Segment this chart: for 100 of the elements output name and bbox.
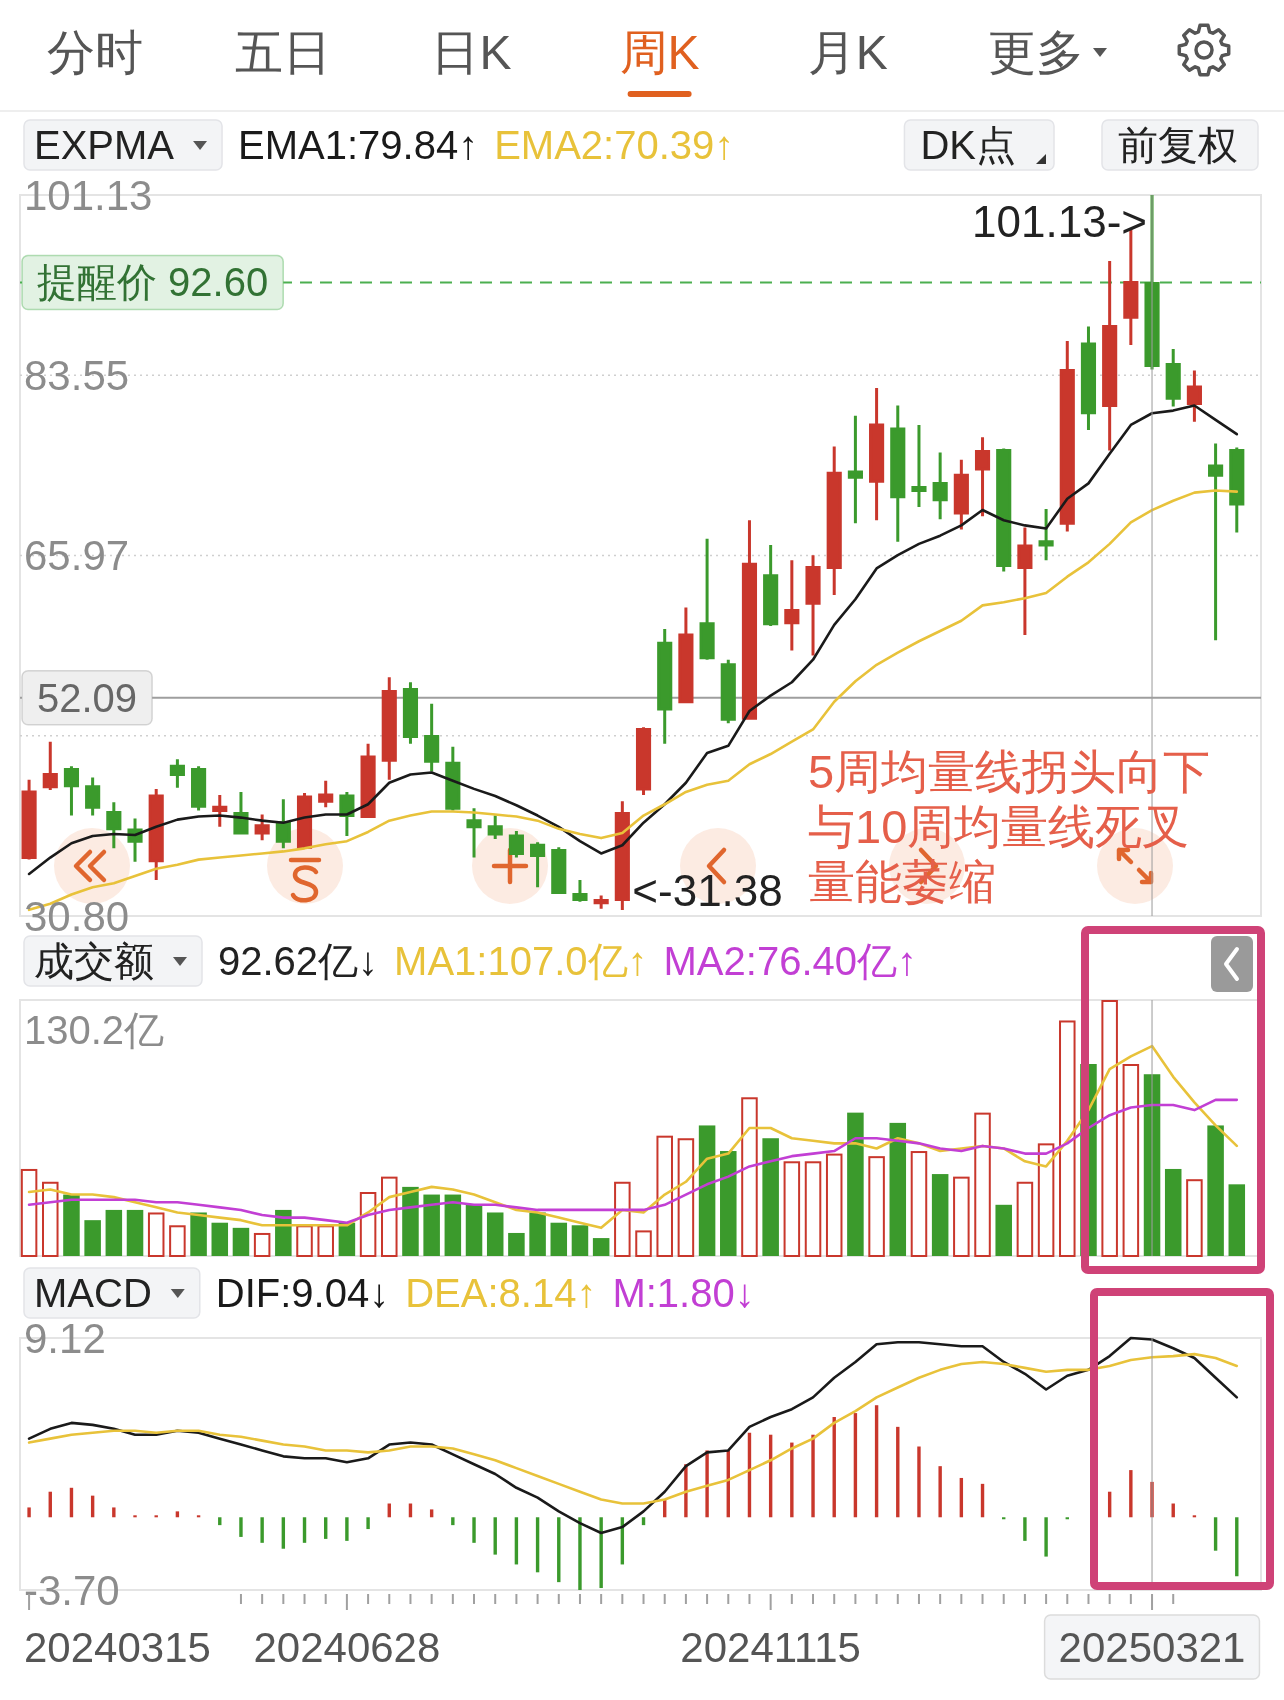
bar [1101, 1000, 1118, 1257]
candlestick [85, 777, 101, 816]
candlestick [296, 792, 313, 849]
candlestick [466, 808, 482, 858]
bar [995, 1204, 1012, 1256]
bar [635, 1230, 652, 1257]
candlestick [1038, 509, 1054, 561]
annotation: <-31.38 [632, 865, 783, 915]
bar [105, 1209, 123, 1256]
bar [741, 1097, 758, 1257]
bar [381, 1176, 398, 1257]
candlestick [1102, 260, 1118, 451]
bar [296, 1225, 313, 1257]
bar [656, 1135, 673, 1257]
candlestick [402, 682, 419, 744]
candlestick [953, 459, 969, 530]
text: EMA1:79.84↑ [238, 123, 479, 167]
bar [20, 1168, 38, 1257]
bar [63, 1194, 80, 1256]
candlestick [551, 847, 567, 894]
text: 分时 [47, 25, 143, 79]
text: 周K [619, 25, 700, 79]
text: DEA:8.14↑ [405, 1271, 597, 1315]
x-tick-label: 20250321 [1058, 1623, 1246, 1671]
candlestick [614, 801, 630, 911]
bar [84, 1220, 101, 1256]
candlestick [847, 415, 863, 524]
bar [571, 1225, 589, 1256]
candlestick [1059, 340, 1075, 532]
bar [1037, 1143, 1055, 1257]
annotation: 130.2亿 [24, 1008, 165, 1052]
candlestick [148, 788, 164, 881]
candlestick [1208, 443, 1224, 641]
candlestick [191, 766, 207, 811]
candlestick [974, 437, 991, 517]
bar [889, 1122, 907, 1256]
candlestick [932, 452, 948, 520]
candlestick [1165, 349, 1181, 407]
candlestick [254, 814, 270, 841]
candlestick [275, 799, 291, 849]
bar [1164, 1168, 1182, 1256]
text: 月K [807, 25, 888, 79]
candlestick [996, 448, 1012, 572]
text: 前复权 [1118, 123, 1238, 167]
bar [614, 1181, 631, 1257]
ref-line-label: 提醒价 92.60 [37, 260, 269, 305]
text: M:1.80↓ [612, 1271, 755, 1315]
candlestick [911, 424, 927, 507]
legend-title: EXPMA [34, 123, 175, 167]
candlestick [424, 703, 440, 772]
candlestick [699, 538, 715, 660]
bar [317, 1225, 334, 1257]
bar [783, 1161, 801, 1257]
text: 日K [431, 25, 512, 79]
bar [953, 1176, 970, 1257]
bar [253, 1232, 271, 1257]
bar [762, 1138, 779, 1256]
bar [1207, 1125, 1224, 1256]
text: DK点 [920, 123, 1017, 167]
candlestick [593, 894, 609, 911]
candlestick [63, 766, 80, 816]
bar [1059, 1020, 1076, 1257]
candlestick [1229, 447, 1245, 533]
bar [847, 1112, 864, 1256]
bar [1186, 1179, 1203, 1257]
candlestick [720, 659, 736, 724]
candlestick [530, 842, 546, 888]
annotation: 量能萎缩 [808, 854, 996, 908]
bar [550, 1222, 568, 1256]
y-tick-label: -3.70 [24, 1566, 120, 1614]
candlestick [635, 727, 652, 796]
candlestick [805, 555, 821, 656]
candlestick [572, 880, 588, 902]
bar [508, 1232, 525, 1256]
bar [1016, 1181, 1034, 1257]
candlestick [381, 677, 397, 780]
candlestick [212, 795, 228, 827]
candlestick [657, 628, 673, 744]
bar [126, 1209, 144, 1256]
candlestick [1080, 326, 1097, 431]
bar [825, 1153, 843, 1257]
candlestick [169, 759, 185, 788]
candlestick [678, 607, 694, 704]
candlestick [1186, 370, 1202, 422]
bar [910, 1151, 928, 1257]
text: 更多 [988, 25, 1084, 79]
text: DIF:9.04↓ [215, 1271, 390, 1315]
bar [147, 1212, 165, 1257]
candlestick [741, 520, 758, 720]
text: EMA2:70.39↑ [494, 123, 735, 167]
text: 五日 [235, 25, 332, 79]
bar [974, 1112, 991, 1257]
candlestick [21, 779, 37, 860]
text: MA1:107.0亿↑ [394, 939, 648, 983]
candlestick [487, 815, 503, 840]
candlestick [106, 802, 122, 849]
label-box: 提醒价 92.60 [21, 254, 284, 311]
label-box: 52.09 [21, 670, 153, 726]
candlestick [42, 741, 58, 790]
bar [190, 1212, 207, 1256]
